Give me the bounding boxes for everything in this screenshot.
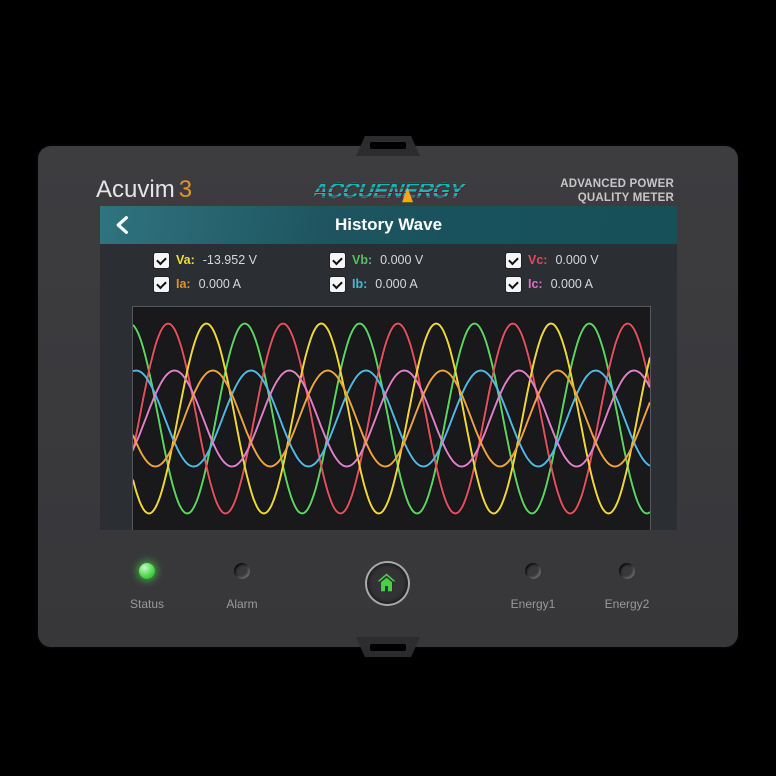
svg-text:ACCUENERGY: ACCUENERGY bbox=[315, 178, 469, 203]
